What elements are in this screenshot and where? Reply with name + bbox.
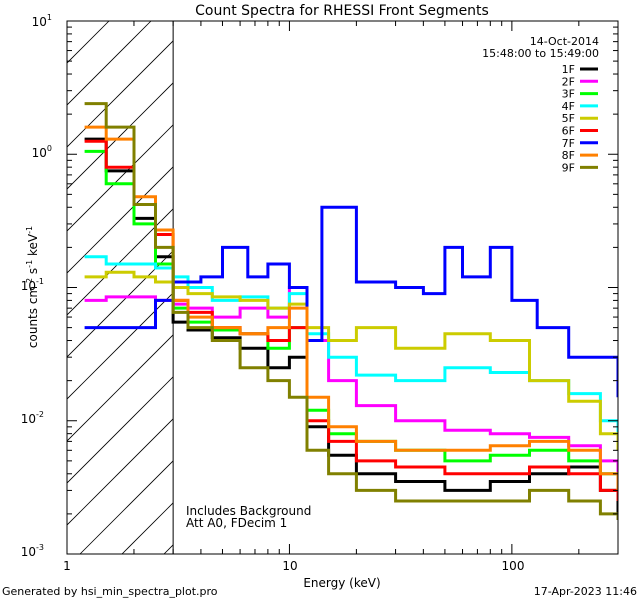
footer-generated-by: Generated by hsi_min_spectra_plot.pro xyxy=(2,585,218,598)
hatch-line xyxy=(67,250,174,358)
hatch-line xyxy=(67,376,174,484)
time-range-label: 15:48:00 to 15:49:00 xyxy=(482,47,599,60)
y-tick-label-1e-1: 10-1 xyxy=(21,277,44,293)
excluded-region-hatch xyxy=(67,21,174,554)
series-lines xyxy=(84,102,618,520)
legend-label-9F: 9F xyxy=(562,161,575,174)
legend-label-1F: 1F xyxy=(562,63,575,76)
hatch-line xyxy=(67,208,174,316)
x-tick-label-10: 10 xyxy=(282,559,297,573)
y-axis-label: counts cm-2 s-1 keV-1 xyxy=(25,226,40,348)
axis-ticks xyxy=(66,21,619,555)
y-tick-label-1e-3: 10-3 xyxy=(21,543,44,559)
hatch-line xyxy=(67,40,174,148)
series-line-6F xyxy=(84,139,618,501)
legend-label-3F: 3F xyxy=(562,88,575,101)
x-axis-label: Energy (keV) xyxy=(303,576,380,590)
legend-label-6F: 6F xyxy=(562,125,575,138)
legend-label-7F: 7F xyxy=(562,137,575,150)
x-tick-label-100: 100 xyxy=(502,559,525,573)
annotation-background: Includes Background xyxy=(186,504,311,518)
hatch-line xyxy=(67,124,174,232)
legend-label-8F: 8F xyxy=(562,149,575,162)
footer-timestamp: 17-Apr-2023 11:46 xyxy=(534,585,637,598)
series-line-8F xyxy=(84,125,618,491)
series-line-4F xyxy=(84,255,618,442)
legend-label-5F: 5F xyxy=(562,112,575,125)
legend-label-4F: 4F xyxy=(562,100,575,113)
y-tick-labels: 10-3 10-2 10-1 100 101 xyxy=(21,13,52,559)
x-tick-label-1: 1 xyxy=(63,559,71,573)
annotation-attenuator: Att A0, FDecim 1 xyxy=(186,516,287,530)
y-tick-label-1e0: 100 xyxy=(32,144,52,160)
series-line-7F xyxy=(84,205,618,398)
chart-title: Count Spectra for RHESSI Front Segments xyxy=(195,3,489,19)
date-label: 14-Oct-2014 xyxy=(530,35,599,48)
hatch-line xyxy=(79,460,174,554)
y-tick-label-1e-2: 10-2 xyxy=(21,410,44,426)
hatch-line xyxy=(67,418,174,526)
legend-label-2F: 2F xyxy=(562,75,575,88)
y-tick-label-1e1: 101 xyxy=(32,13,52,29)
series-line-9F xyxy=(84,102,618,520)
hatch-line xyxy=(67,82,174,190)
hatch-line xyxy=(67,21,110,64)
